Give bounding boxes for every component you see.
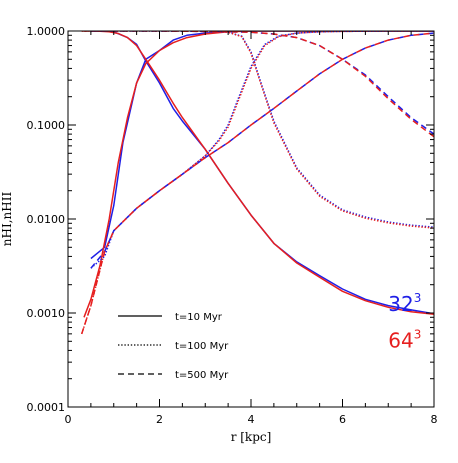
resolution-exponent: 3 (414, 291, 422, 305)
resolution-exponent: 3 (414, 327, 422, 341)
y-tick-label: 0.0010 (27, 307, 66, 320)
resolution-label-32: 323 (388, 291, 421, 316)
legend: t=10 Myr t=100 Myr t=500 Myr (118, 312, 229, 381)
x-tick-label: 4 (248, 413, 255, 426)
series-line-0 (90, 31, 434, 260)
y-tick-label: 1.0000 (27, 25, 66, 38)
legend-label: t=10 Myr (175, 312, 223, 323)
series-line-3 (84, 31, 434, 315)
x-tick-label: 2 (156, 413, 163, 426)
plot-lines (80, 31, 434, 335)
y-tick-label: 0.1000 (27, 119, 66, 132)
ticks: 0 2 4 6 8 0.0001 0.0010 0.0100 0.1000 1.0000 (27, 25, 438, 426)
resolution-label-64: 643 (388, 327, 421, 352)
series-line-7 (81, 31, 434, 229)
x-tick-label: 6 (339, 413, 346, 426)
series-line-11 (81, 31, 434, 138)
x-tick-label: 8 (431, 413, 438, 426)
x-tick-label: 0 (65, 413, 72, 426)
x-axis-title: r [kpc] (231, 430, 272, 444)
series-line-8 (90, 32, 434, 269)
series-line-4 (90, 31, 434, 269)
legend-label: t=500 Myr (175, 370, 229, 381)
series-line-9 (90, 31, 434, 135)
series-line-5 (90, 31, 434, 228)
legend-label: t=100 Myr (175, 341, 229, 352)
series-line-1 (90, 31, 434, 315)
resolution-base: 32 (388, 292, 413, 316)
series-line-2 (83, 31, 434, 318)
y-tick-label: 0.0001 (27, 401, 66, 414)
y-tick-label: 0.0100 (27, 213, 66, 226)
series-line-10 (80, 32, 434, 335)
series-line-6 (80, 31, 434, 335)
y-axis-title: nHI,nHII (0, 192, 14, 247)
resolution-base: 64 (388, 328, 413, 352)
